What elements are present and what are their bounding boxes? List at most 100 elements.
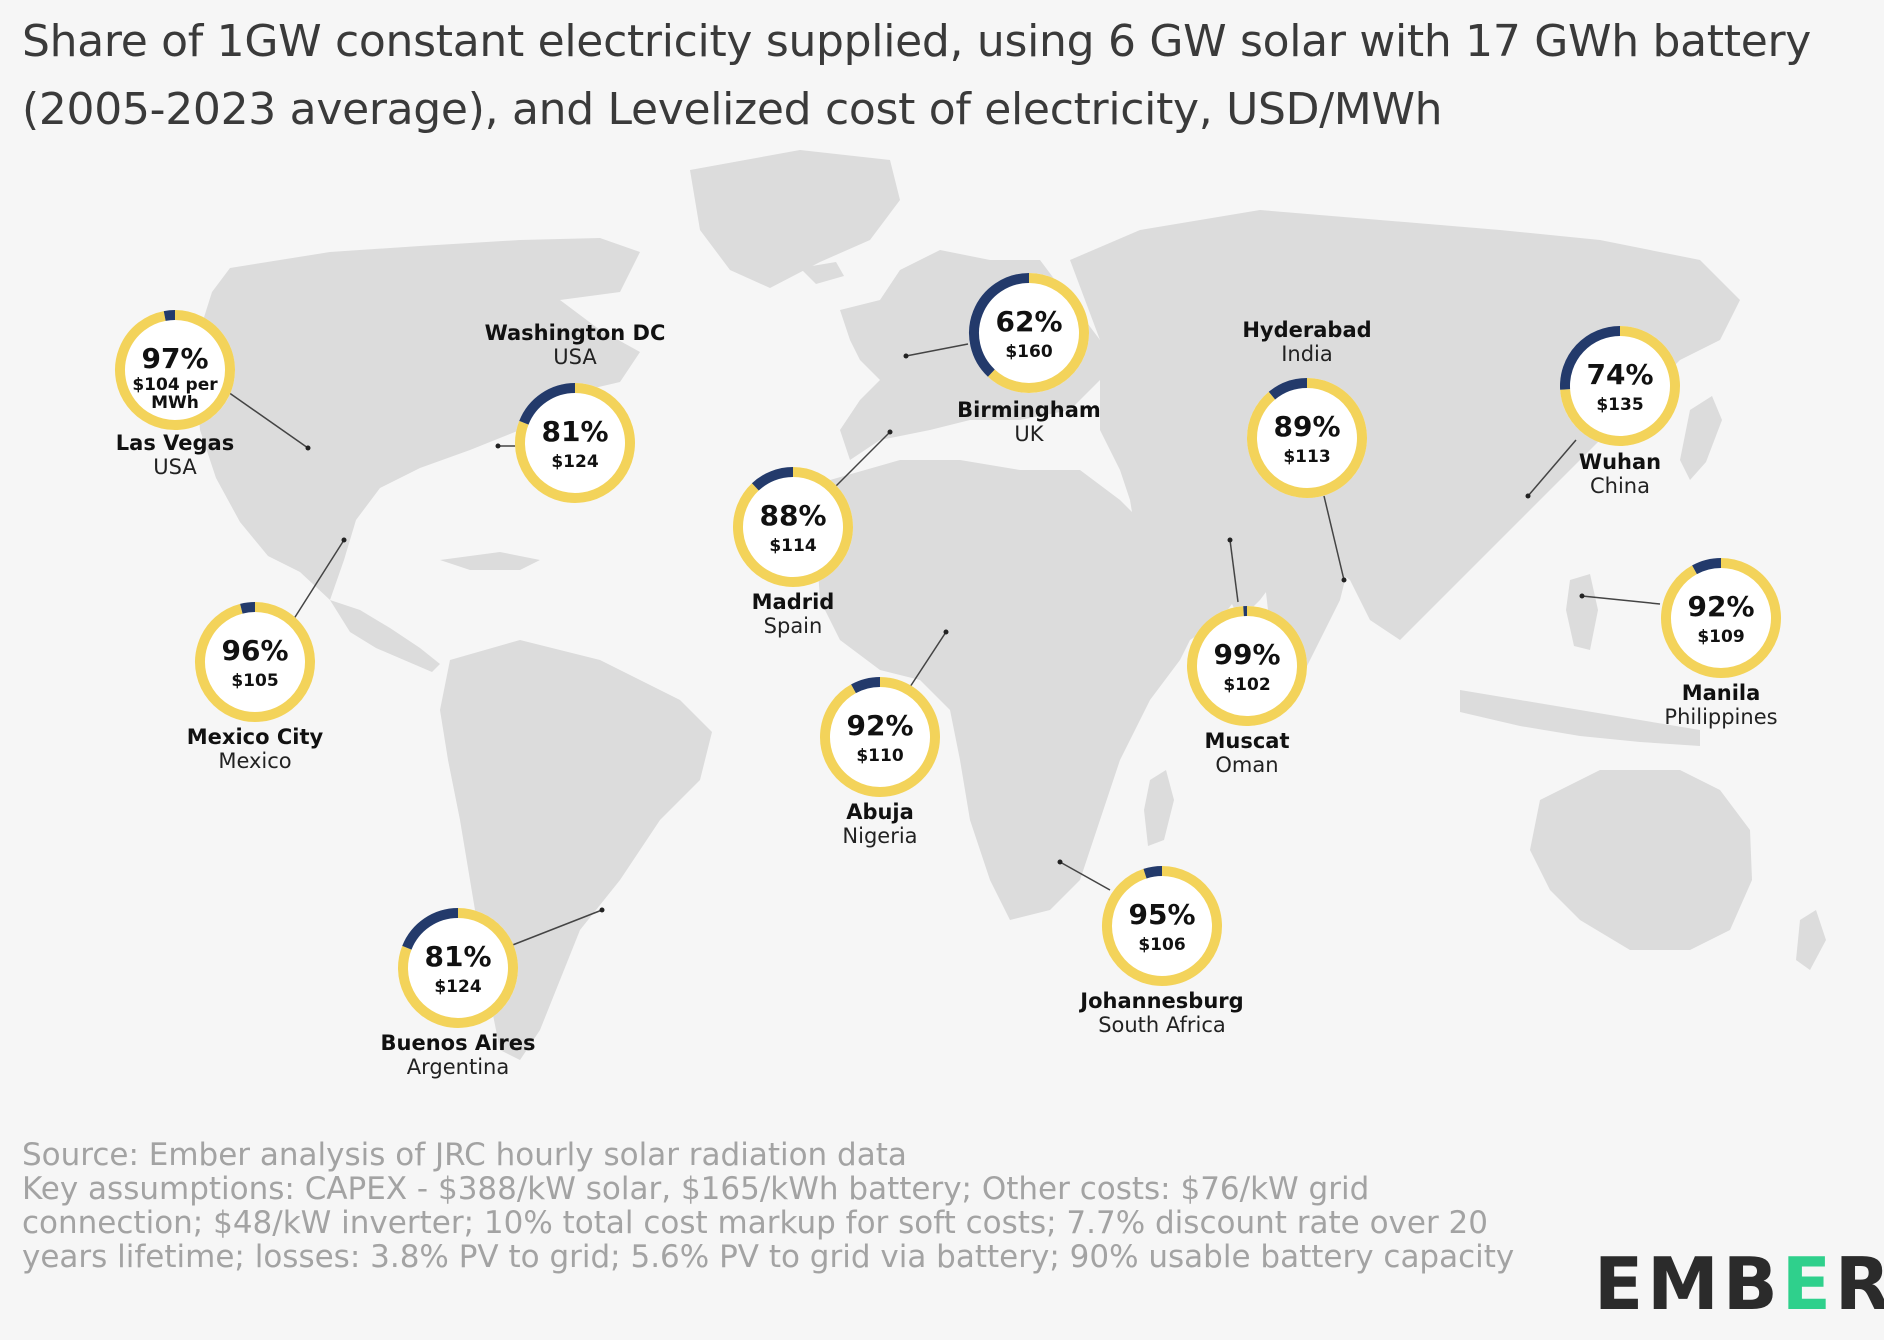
logo-prefix: EMB xyxy=(1594,1242,1782,1326)
landmass-arabia xyxy=(1130,500,1250,640)
leader-line-birmingham xyxy=(905,343,969,357)
cost-label: $102 xyxy=(1223,675,1270,695)
city-name: Madrid xyxy=(752,590,835,614)
landmass-greenland xyxy=(690,150,900,288)
donut-supplied-arc xyxy=(820,677,940,797)
leader-line-muscat xyxy=(1229,539,1239,603)
country-name: China xyxy=(1590,474,1650,498)
donut-unsupplied-arc xyxy=(240,602,256,614)
assumptions-note: Key assumptions: CAPEX - $388/kW solar, … xyxy=(22,1171,1515,1275)
donut-background xyxy=(1247,378,1367,498)
country-name: Spain xyxy=(764,614,823,638)
landmass-new-zealand xyxy=(1796,910,1826,970)
leader-line-abuja xyxy=(907,631,947,691)
chart-title: Share of 1GW constant electricity suppli… xyxy=(22,16,1812,135)
city-dot-buenos-aires xyxy=(599,907,605,913)
share-label: 92% xyxy=(1687,590,1754,623)
country-name: UK xyxy=(1014,422,1044,446)
donut-background xyxy=(1102,866,1222,986)
share-label: 88% xyxy=(759,499,826,532)
donut-unsupplied-arc xyxy=(1268,378,1308,400)
share-label: 81% xyxy=(424,940,491,973)
donut-unsupplied-arc xyxy=(1692,558,1722,575)
share-label: 62% xyxy=(995,305,1062,338)
donut-supplied-arc xyxy=(1187,606,1308,726)
share-label: 92% xyxy=(846,709,913,742)
landmass-madagascar xyxy=(1144,770,1174,846)
city-name: Las Vegas xyxy=(116,431,234,455)
country-name: Philippines xyxy=(1664,705,1777,729)
donut-unsupplied-arc xyxy=(1143,866,1163,879)
donut-background xyxy=(1560,326,1680,446)
city-dot-abuja xyxy=(943,629,949,635)
cost-label: $124 xyxy=(434,977,481,997)
city-dot-johannesburg xyxy=(1057,859,1063,865)
city-name: Johannesburg xyxy=(1078,989,1243,1013)
leader-line-buenos-aires xyxy=(509,909,603,947)
leader-line-manila xyxy=(1581,595,1661,605)
city-dot-madrid xyxy=(887,429,893,435)
donut-unsupplied-arc xyxy=(851,677,881,694)
city-name: Washington DC xyxy=(485,321,666,345)
donut-unsupplied-arc xyxy=(1560,326,1621,390)
donut-background xyxy=(1187,606,1307,726)
country-name: India xyxy=(1281,342,1333,366)
landmass-japan xyxy=(1680,396,1722,480)
land-masses xyxy=(196,150,1826,1060)
city-name: Wuhan xyxy=(1579,450,1661,474)
logo-suffix: R xyxy=(1834,1242,1884,1326)
donut-supplied-arc xyxy=(1661,558,1781,678)
donut-background xyxy=(733,467,853,587)
country-name: Argentina xyxy=(407,1055,509,1079)
landmass-north-america xyxy=(196,238,640,600)
share-label: 81% xyxy=(541,415,608,448)
cost-label: $106 xyxy=(1138,935,1185,955)
donut-background xyxy=(515,383,635,503)
landmass-philippines xyxy=(1566,574,1598,650)
country-name: South Africa xyxy=(1098,1013,1226,1037)
donut-supplied-arc xyxy=(398,908,518,1028)
city-dot-wuhan xyxy=(1525,493,1531,499)
footer: Source: Ember analysis of JRC hourly sol… xyxy=(22,1138,1522,1274)
cost-label: $104 per xyxy=(132,375,218,395)
landmass-uk xyxy=(872,312,906,362)
cost-label: $110 xyxy=(856,746,903,766)
city-dot-birmingham xyxy=(903,353,909,359)
country-name: USA xyxy=(553,345,597,369)
donut-unsupplied-arc xyxy=(402,908,459,950)
cost-label: $160 xyxy=(1005,342,1052,362)
donut-supplied-arc xyxy=(987,273,1089,393)
donut-background xyxy=(1661,558,1781,678)
country-name: Oman xyxy=(1215,753,1278,777)
donut-background xyxy=(969,273,1089,393)
leader-lines xyxy=(227,343,1661,947)
city-name: Abuja xyxy=(846,800,914,824)
city-dot-manila xyxy=(1579,593,1585,599)
cost-label: $114 xyxy=(769,536,816,556)
city-dot-mexico-city xyxy=(341,537,347,543)
leader-line-las-vegas xyxy=(227,391,309,449)
landmass-africa xyxy=(816,460,1200,920)
city-dot-hyderabad xyxy=(1341,577,1347,583)
country-name: Mexico xyxy=(218,749,291,773)
donut-supplied-arc xyxy=(1247,378,1367,498)
landmass-caribbean xyxy=(440,552,540,570)
country-name: Nigeria xyxy=(842,824,917,848)
city-name: Manila xyxy=(1682,681,1761,705)
city-dot-las-vegas xyxy=(305,445,311,451)
landmass-central-america xyxy=(330,600,440,672)
donut-supplied-arc xyxy=(515,383,635,503)
landmass-iceland xyxy=(800,262,844,284)
ember-logo: EMBER xyxy=(1594,1248,1884,1320)
